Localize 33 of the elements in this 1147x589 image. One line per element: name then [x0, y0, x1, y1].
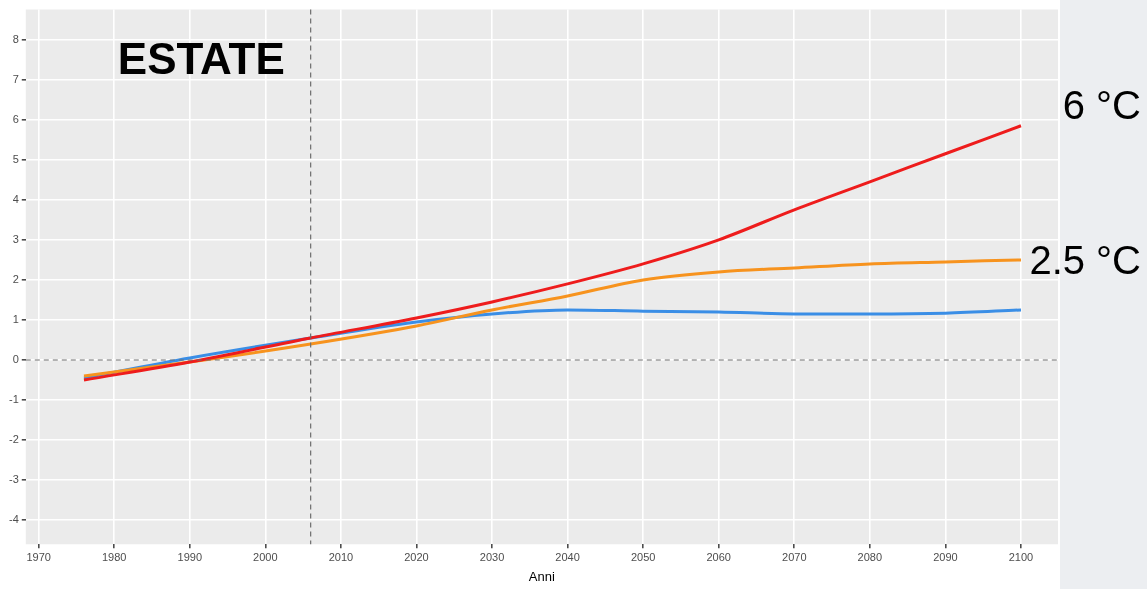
x-tick-label: 2000: [253, 550, 278, 563]
x-tick-label: 1980: [101, 550, 127, 563]
x-tick-label: 2020: [404, 550, 429, 563]
y-tick-label: 8: [12, 32, 19, 45]
x-tick-label: 2090: [933, 550, 958, 563]
x-tick-label: 2070: [782, 550, 807, 563]
y-tick-label: 2: [12, 272, 19, 285]
y-tick-label: -1: [9, 393, 19, 406]
y-tick-label: -4: [9, 513, 19, 526]
y-tick-label: 3: [12, 232, 19, 245]
y-tick-label: -2: [9, 433, 19, 446]
annotation: 2.5 °C: [1029, 238, 1141, 283]
y-tick-label: 4: [12, 192, 19, 205]
y-tick-label: 1: [12, 312, 19, 325]
y-tick-label: 5: [12, 152, 19, 165]
x-tick-label: 2040: [555, 550, 580, 563]
x-tick-label: 2080: [857, 550, 883, 563]
y-tick-label: 7: [12, 72, 19, 85]
y-tick-label: 6: [12, 112, 19, 125]
x-tick-label: 1970: [26, 550, 51, 563]
x-tick-label: 2030: [479, 550, 505, 563]
x-tick-label: 2060: [706, 550, 731, 563]
y-tick-label: -3: [9, 473, 19, 486]
line-series: [82, 124, 1023, 382]
x-axis-title: Anni: [528, 568, 556, 584]
y-tick-label: 0: [12, 353, 19, 366]
x-tick-label: 2100: [1008, 550, 1034, 563]
line-series: [82, 258, 1023, 378]
text: 6 °C: [1062, 83, 1141, 128]
x-tick-label: 1990: [177, 550, 202, 563]
x-tick-label: 2010: [328, 550, 354, 563]
annotation: ESTATE: [117, 33, 285, 83]
x-tick-label: 2050: [630, 550, 656, 563]
